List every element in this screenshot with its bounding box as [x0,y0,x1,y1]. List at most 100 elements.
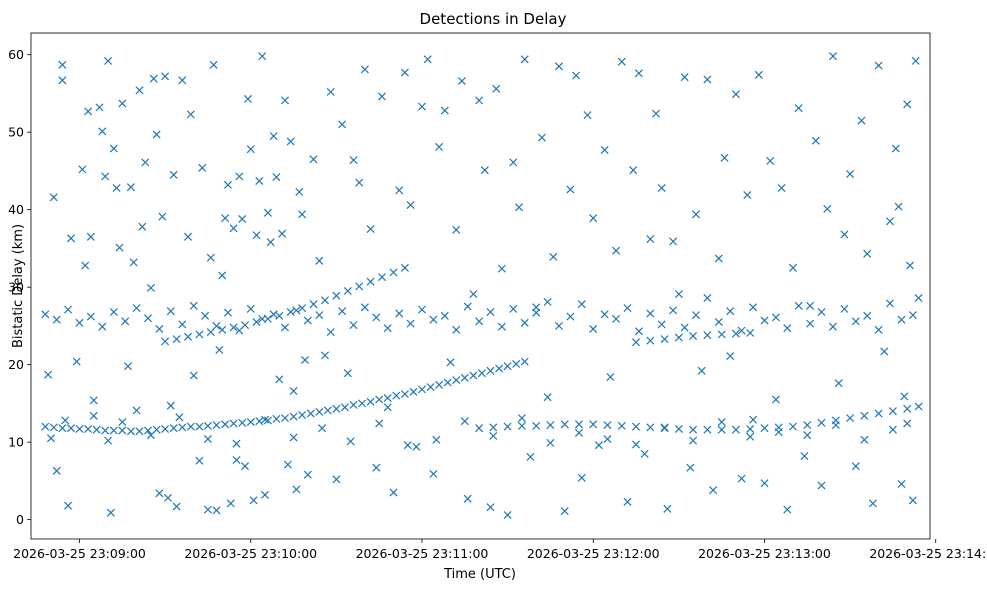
data-point [914,293,923,303]
data-point [246,145,255,154]
data-point [175,413,184,422]
data-point [589,420,598,429]
data-point [183,232,193,241]
data-point [400,390,409,399]
data-point [674,290,683,299]
data-point [423,55,432,64]
data-point [109,426,118,435]
data-point [75,318,84,327]
data-point [574,428,584,437]
data-point [452,325,461,334]
data-point [572,71,581,80]
data-point [161,424,170,434]
data-point [377,273,387,282]
data-point [58,60,67,69]
data-point [874,325,883,334]
data-point [92,425,101,434]
data-point [383,403,392,412]
data-point [106,508,115,517]
data-point [771,395,780,404]
data-point [101,426,110,435]
data-point [634,69,643,78]
data-point [503,510,512,520]
data-point [346,437,355,446]
data-point [463,494,472,503]
data-point [383,393,392,403]
data-point [89,411,98,420]
data-point [460,373,469,382]
data-point [577,300,586,309]
data-point [389,268,398,277]
data-point [272,414,281,423]
data-point [121,317,130,326]
data-point [258,314,267,323]
data-point [680,73,689,82]
data-point [235,172,244,181]
data-point [546,438,555,447]
data-point [489,431,498,440]
data-point [517,414,526,423]
data-point [851,462,860,471]
data-point [526,452,535,461]
data-point [238,214,247,224]
data-point [372,463,381,472]
x-tick-label: 2026-03-25 23:14:00 [869,546,987,561]
data-point [660,423,669,432]
data-point [432,435,441,444]
data-point [338,120,347,129]
data-point [383,324,392,333]
data-point [255,176,264,186]
data-point [315,311,324,320]
data-point [343,286,352,296]
data-point [860,435,869,444]
data-point [631,440,641,449]
data-point [360,65,369,74]
data-point [306,409,315,418]
data-point [343,369,352,378]
data-point [338,307,347,316]
data-point [392,391,401,400]
data-point [260,490,270,499]
data-point [514,203,524,212]
data-point [221,420,230,429]
data-point [726,352,735,361]
data-point [429,315,438,324]
data-point [646,336,655,345]
data-point [212,321,221,330]
data-point [794,104,803,113]
x-axis: 2026-03-25 23:09:00 2026-03-25 23:10:00 20… [13,539,987,561]
data-point [486,307,495,317]
data-point [914,402,923,411]
data-point [64,305,73,314]
data-point [406,319,415,328]
data-point [138,222,147,231]
data-point [292,306,301,315]
data-point [349,156,358,165]
data-point [178,320,187,329]
data-point [717,417,726,427]
data-point [280,323,290,332]
data-point [46,434,56,443]
data-point [469,290,478,299]
data-point [152,130,161,139]
data-point [169,424,178,433]
data-point [272,173,281,182]
data-point [195,456,204,465]
data-point [212,506,221,515]
data-point [126,427,135,436]
y-tick-label: 40 [8,202,24,217]
data-point [617,421,626,430]
data-point [163,493,173,502]
data-point [863,311,872,320]
data-point [232,439,241,448]
data-point [166,307,175,316]
data-point [806,319,815,328]
data-point [463,302,472,311]
data-point [577,473,586,482]
data-point [41,422,50,431]
data-point [123,362,133,371]
data-point [143,314,153,323]
data-point [574,420,584,429]
data-point [760,479,769,488]
